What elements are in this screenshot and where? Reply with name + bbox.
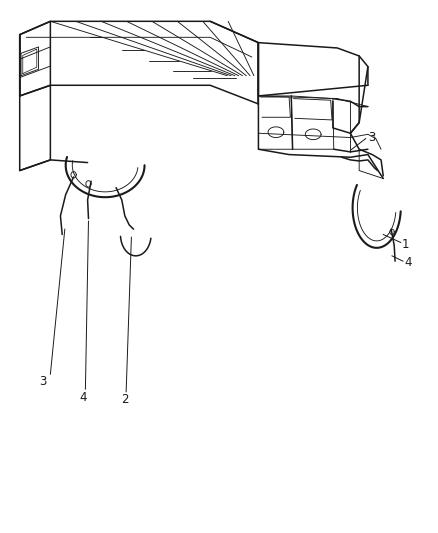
Text: 4: 4 [79,391,87,403]
Text: 3: 3 [39,375,46,387]
Text: 2: 2 [121,393,129,406]
Text: 3: 3 [368,131,375,144]
Text: 1: 1 [402,238,410,251]
Text: 4: 4 [405,256,412,269]
